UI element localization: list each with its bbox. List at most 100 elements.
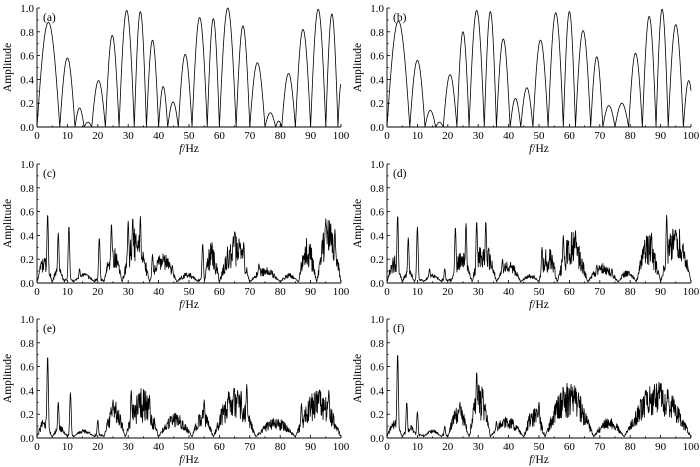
x-tick-label: 10	[412, 130, 424, 142]
x-tick-label: 60	[564, 441, 576, 453]
y-tick-label: 1.0	[370, 159, 384, 171]
panel-label: (e)	[43, 323, 56, 335]
y-tick-label: 0.8	[20, 27, 34, 39]
x-tick-label: 40	[503, 441, 515, 453]
x-tick-label: 70	[244, 286, 256, 298]
series-line	[36, 215, 342, 283]
x-tick-label: 0	[34, 441, 40, 453]
y-tick-label: 0.4	[20, 74, 34, 86]
panel-label: (a)	[43, 12, 56, 24]
y-tick-label: 0.8	[370, 27, 384, 39]
x-tick-label: 80	[275, 130, 287, 142]
y-tick-label: 0.2	[370, 254, 384, 266]
y-axis-label: Amplitude	[352, 354, 364, 403]
x-tick-label: 0	[384, 441, 390, 453]
y-tick-label: 0.6	[370, 51, 384, 63]
x-axis-label: f/Hz	[179, 299, 199, 311]
y-tick-label: 0.6	[370, 207, 384, 219]
y-tick-label: 0.8	[370, 183, 384, 195]
y-tick-label: 0.4	[20, 230, 34, 242]
x-tick-label: 100	[333, 441, 350, 453]
x-tick-label: 30	[123, 286, 135, 298]
x-tick-label: 50	[534, 286, 546, 298]
x-axis-label: f/Hz	[529, 299, 549, 311]
panel-b: 0 10 20 30 40 50 60 70 80 90 100 0.0 0.2 0.4 0.6 0.8 1.0…	[352, 3, 700, 155]
panel-label: (b)	[393, 12, 407, 24]
y-axis-label: Amplitude	[352, 43, 364, 92]
x-tick-label: 20	[92, 286, 104, 298]
x-tick-label: 30	[473, 130, 485, 142]
y-tick-label: 0.8	[20, 338, 34, 350]
x-tick-label: 30	[473, 286, 485, 298]
x-tick-label: 80	[625, 286, 637, 298]
x-tick-label: 90	[655, 441, 667, 453]
x-tick-label: 40	[153, 130, 165, 142]
y-tick-label: 0.4	[370, 385, 384, 397]
x-tick-label: 10	[412, 286, 424, 298]
panel-f: 0 10 20 30 40 50 60 70 80 90 100 0.0 0.2 0.4 0.6 0.8 1.0…	[352, 314, 700, 466]
x-tick-label: 50	[184, 130, 196, 142]
x-tick-label: 30	[123, 130, 135, 142]
x-tick-label: 50	[534, 130, 546, 142]
x-tick-label: 20	[442, 130, 454, 142]
y-tick-label: 1.0	[20, 3, 34, 15]
x-tick-label: 60	[564, 286, 576, 298]
y-tick-label: 0.4	[20, 385, 34, 397]
panel-label: (f)	[393, 323, 405, 335]
x-axis-label: f/Hz	[179, 143, 199, 155]
x-tick-label: 60	[214, 130, 226, 142]
x-tick-label: 70	[594, 441, 606, 453]
x-tick-label: 60	[564, 130, 576, 142]
x-tick-label: 10	[412, 441, 424, 453]
y-tick-label: 0.2	[20, 254, 34, 266]
x-tick-label: 20	[442, 441, 454, 453]
x-tick-label: 50	[184, 441, 196, 453]
y-tick-label: 0.4	[370, 230, 384, 242]
x-tick-label: 90	[305, 441, 317, 453]
panel-d: 0 10 20 30 40 50 60 70 80 90 100 0.0 0.2 0.4 0.6 0.8 1.0…	[352, 159, 700, 311]
y-tick-label: 0.0	[20, 278, 34, 290]
x-axis-label: f/Hz	[179, 454, 199, 466]
y-tick-label: 0.8	[370, 338, 384, 350]
x-tick-label: 40	[503, 286, 515, 298]
y-tick-label: 1.0	[20, 159, 34, 171]
y-tick-label: 0.2	[370, 409, 384, 421]
y-tick-label: 0.8	[20, 183, 34, 195]
x-tick-label: 70	[594, 286, 606, 298]
y-axis-label: Amplitude	[2, 354, 14, 403]
y-tick-label: 0.0	[370, 278, 384, 290]
x-tick-label: 70	[594, 130, 606, 142]
x-tick-label: 30	[473, 441, 485, 453]
x-tick-label: 60	[214, 286, 226, 298]
x-tick-label: 70	[244, 130, 256, 142]
y-tick-label: 1.0	[370, 3, 384, 15]
panel-e: 0 10 20 30 40 50 60 70 80 90 100 0.0 0.2 0.4 0.6 0.8 1.0…	[2, 314, 350, 466]
x-tick-label: 90	[655, 286, 667, 298]
x-axis-label: f/Hz	[529, 143, 549, 155]
x-tick-label: 0	[384, 130, 390, 142]
series-line	[36, 357, 342, 438]
x-tick-label: 0	[34, 286, 40, 298]
series-line	[386, 8, 692, 128]
series-line	[386, 355, 692, 438]
x-tick-label: 50	[534, 441, 546, 453]
series-line	[36, 7, 342, 128]
x-tick-label: 50	[184, 286, 196, 298]
panel-a: 0 10 20 30 40 50 60 70 80 90 100 0.0 0.2 0.4 0.6 0.8 1.0…	[2, 3, 350, 155]
panel-label: (c)	[43, 168, 56, 180]
x-tick-label: 10	[62, 441, 74, 453]
y-axis-label: Amplitude	[352, 199, 364, 248]
y-tick-label: 1.0	[20, 314, 34, 326]
x-tick-label: 40	[153, 286, 165, 298]
x-tick-label: 10	[62, 130, 74, 142]
y-tick-label: 0.6	[20, 51, 34, 63]
y-tick-label: 0.6	[20, 207, 34, 219]
y-tick-label: 0.2	[20, 409, 34, 421]
x-tick-label: 80	[625, 130, 637, 142]
x-axis-label: f/Hz	[529, 454, 549, 466]
y-tick-label: 0.2	[20, 98, 34, 110]
x-tick-label: 0	[34, 130, 40, 142]
x-tick-label: 90	[305, 130, 317, 142]
y-tick-label: 0.0	[370, 122, 384, 134]
x-tick-label: 60	[214, 441, 226, 453]
